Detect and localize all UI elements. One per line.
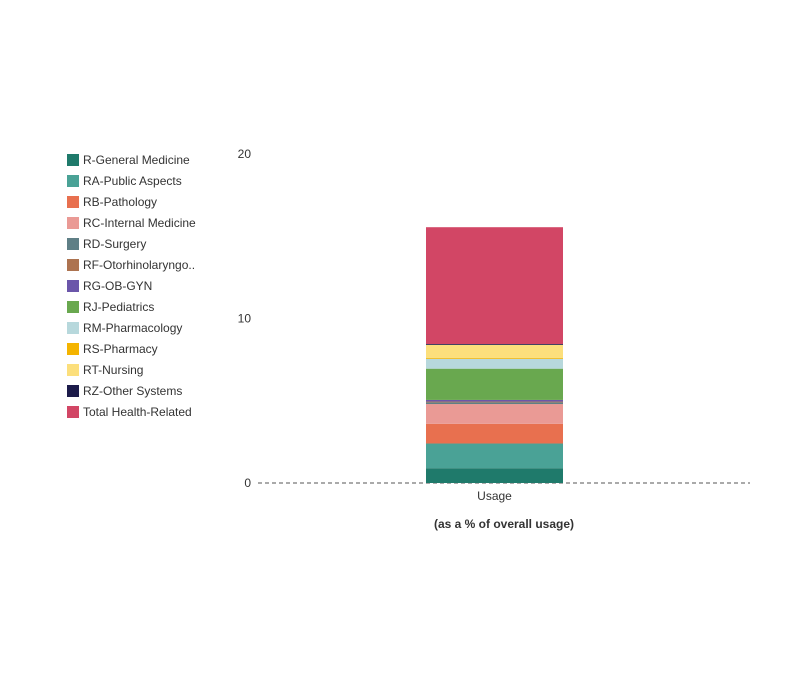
legend-item[interactable]: RS-Pharmacy (67, 342, 158, 356)
y-tick-label: 0 (244, 476, 251, 490)
y-tick-label: 20 (238, 147, 252, 161)
bar-segment[interactable] (426, 344, 563, 358)
bar-segment[interactable] (426, 423, 563, 444)
legend-item[interactable]: RD-Surgery (67, 237, 146, 251)
legend-swatch (67, 238, 79, 250)
legend-swatch (67, 322, 79, 334)
bar-segment[interactable] (426, 404, 563, 424)
legend-label: RA-Public Aspects (83, 174, 182, 188)
legend-swatch (67, 175, 79, 187)
y-tick-label: 10 (238, 312, 252, 326)
legend-label: R-General Medicine (83, 153, 190, 167)
legend-item[interactable]: RF-Otorhinolaryngo.. (67, 258, 195, 272)
legend-swatch (67, 280, 79, 292)
legend-label: RJ-Pediatrics (83, 300, 154, 314)
legend-label: RC-Internal Medicine (83, 216, 196, 230)
legend-item[interactable]: RC-Internal Medicine (67, 216, 196, 230)
legend-swatch (67, 217, 79, 229)
legend-swatch (67, 406, 79, 418)
legend-item[interactable]: RA-Public Aspects (67, 174, 182, 188)
y-axis: 0 10 20 (238, 147, 252, 490)
legend-swatch (67, 364, 79, 376)
legend-item[interactable]: RB-Pathology (67, 195, 157, 209)
bar-segment[interactable] (426, 368, 563, 400)
legend-item[interactable]: RG-OB-GYN (67, 279, 152, 293)
legend-label: RF-Otorhinolaryngo.. (83, 258, 195, 272)
legend-item[interactable]: RT-Nursing (67, 363, 143, 377)
legend-label: Total Health-Related (83, 405, 192, 419)
legend-label: RB-Pathology (83, 195, 157, 209)
x-axis-title: (as a % of overall usage) (434, 517, 574, 531)
legend-swatch (67, 301, 79, 313)
legend-swatch (67, 154, 79, 166)
bar-segment[interactable] (426, 468, 563, 483)
legend-item[interactable]: RZ-Other Systems (67, 384, 182, 398)
legend-item[interactable]: RM-Pharmacology (67, 321, 182, 335)
legend-swatch (67, 343, 79, 355)
bar-segment[interactable] (426, 227, 563, 344)
legend-item[interactable]: RJ-Pediatrics (67, 300, 154, 314)
bar-segment[interactable] (426, 401, 563, 403)
bar-segment[interactable] (426, 443, 563, 469)
legend-label: RM-Pharmacology (83, 321, 182, 335)
legend: R-General Medicine RA-Public Aspects RB-Pa… (67, 153, 196, 419)
bar-segment[interactable] (426, 357, 563, 359)
legend-item[interactable]: Total Health-Related (67, 405, 192, 419)
legend-swatch (67, 385, 79, 397)
bar-segment[interactable] (426, 399, 563, 402)
legend-label: RS-Pharmacy (83, 342, 158, 356)
x-axis: Usage (477, 489, 512, 503)
legend-label: RZ-Other Systems (83, 384, 182, 398)
legend-item[interactable]: R-General Medicine (67, 153, 190, 167)
legend-swatch (67, 196, 79, 208)
bars (426, 227, 563, 483)
legend-swatch (67, 259, 79, 271)
legend-label: RT-Nursing (83, 363, 143, 377)
bar-segment[interactable] (426, 358, 563, 369)
legend-label: RD-Surgery (83, 237, 146, 251)
x-tick-label: Usage (477, 489, 512, 503)
bar-segment[interactable] (426, 402, 563, 405)
bar-segment[interactable] (426, 343, 563, 345)
legend-label: RG-OB-GYN (83, 279, 152, 293)
